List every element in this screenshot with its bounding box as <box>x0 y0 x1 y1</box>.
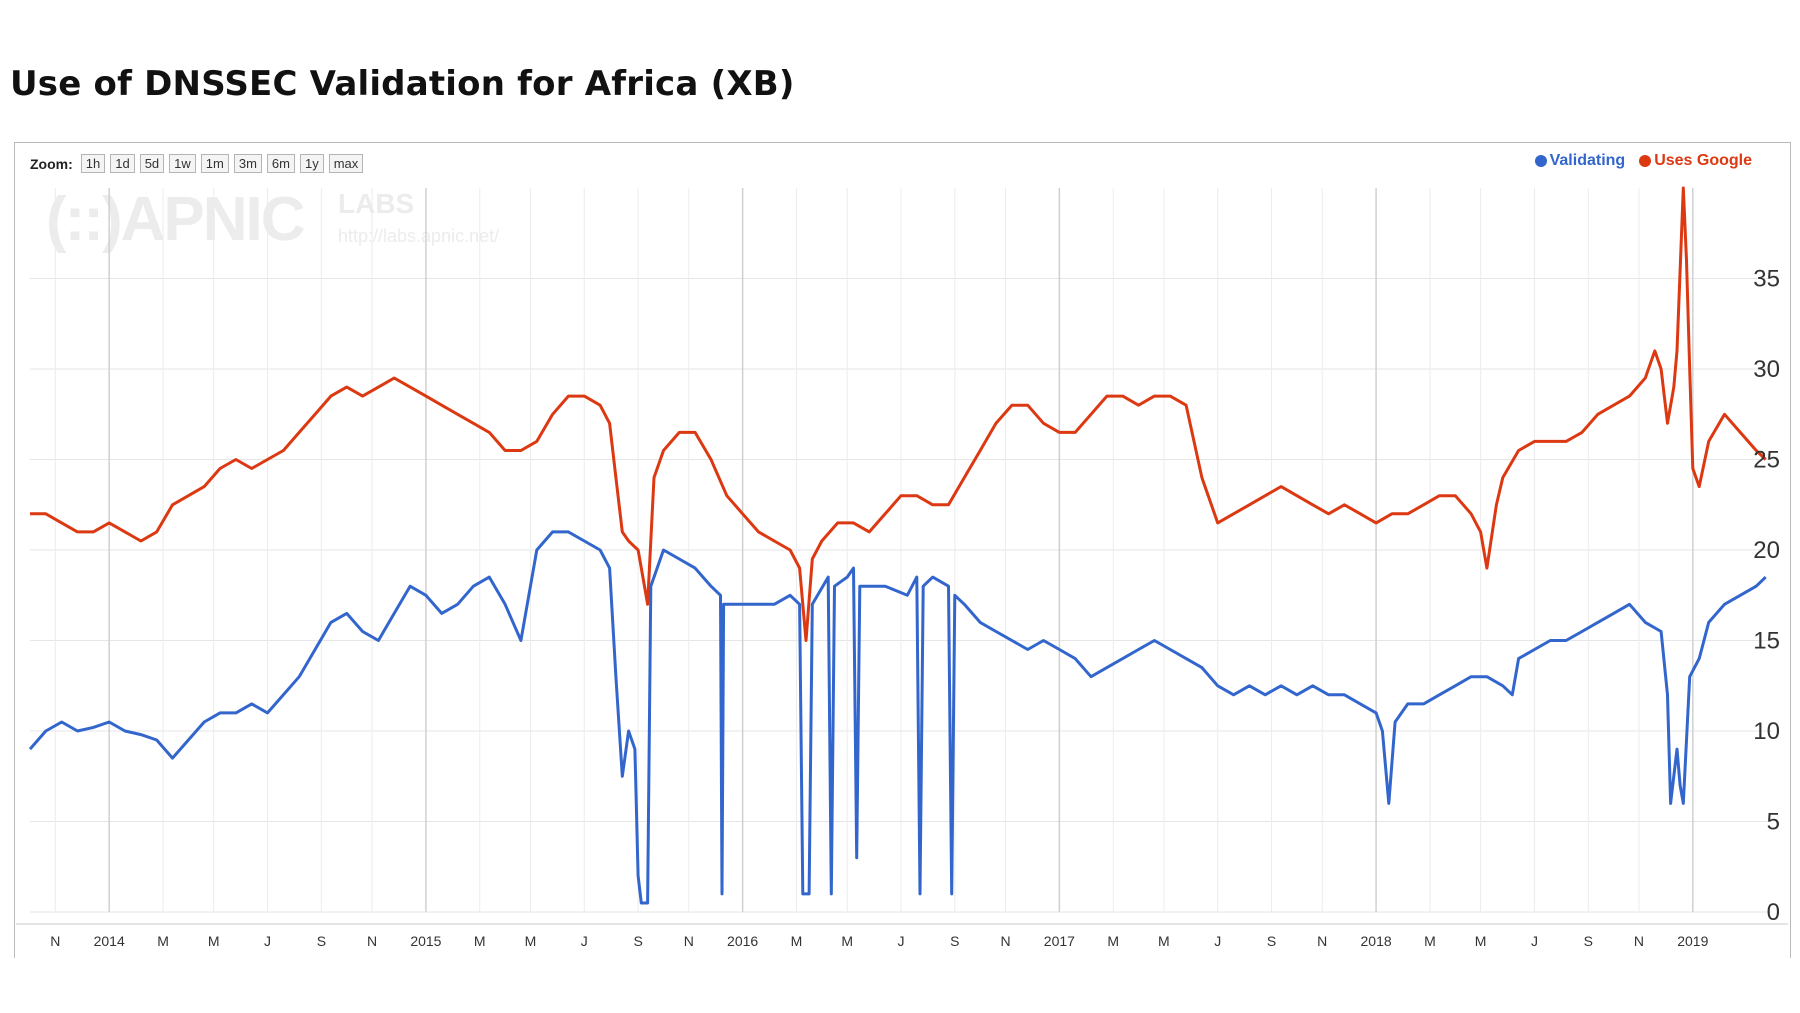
x-tick-label: 2017 <box>1044 933 1075 949</box>
x-tick-label: M <box>1475 933 1487 949</box>
page-title: Use of DNSSEC Validation for Africa (XB) <box>10 64 795 104</box>
y-tick-label: 35 <box>1753 266 1780 293</box>
zoom-5d-button[interactable]: 5d <box>139 154 165 173</box>
x-tick-label: 2014 <box>94 933 125 949</box>
x-tick-label: S <box>633 933 642 949</box>
x-tick-label: J <box>1531 933 1538 949</box>
legend-item-validating[interactable]: Validating <box>1534 152 1626 170</box>
x-tick-label: J <box>898 933 905 949</box>
x-tick-label: N <box>1000 933 1010 949</box>
series-line-google <box>30 186 1767 642</box>
legend-label-validating: Validating <box>1549 152 1626 169</box>
x-tick-label: S <box>1267 933 1276 949</box>
x-tick-label: M <box>1424 933 1436 949</box>
grid <box>30 188 1772 913</box>
y-tick-label: 0 <box>1767 899 1780 926</box>
x-tick-label: N <box>1317 933 1327 949</box>
x-tick-label: J <box>1214 933 1221 949</box>
y-tick-label: 25 <box>1753 447 1780 474</box>
x-tick-label: M <box>1158 933 1170 949</box>
x-axis: N 2014 M M J S N 2015 M M J S N 2016 M M J S N 2017 M M J S N 201… <box>16 923 1788 949</box>
y-tick-label: 20 <box>1753 537 1780 564</box>
x-tick-label: 2019 <box>1677 933 1708 949</box>
x-tick-label: N <box>50 933 60 949</box>
y-tick-label: 15 <box>1753 628 1780 655</box>
x-tick-label: S <box>950 933 959 949</box>
x-tick-label: M <box>791 933 803 949</box>
legend-item-google[interactable]: Uses Google <box>1639 152 1752 170</box>
zoom-1h-button[interactable]: 1h <box>80 154 106 173</box>
x-tick-label: M <box>1107 933 1119 949</box>
y-axis: 0 5 10 15 20 25 30 35 <box>1753 266 1780 927</box>
x-tick-label: N <box>367 933 377 949</box>
zoom-bar: Zoom: 1h 1d 5d 1w 1m 3m 6m 1y max <box>30 154 364 173</box>
x-tick-label: J <box>581 933 588 949</box>
zoom-1y-button[interactable]: 1y <box>299 154 324 173</box>
x-tick-label: 2015 <box>410 933 441 949</box>
zoom-max-button[interactable]: max <box>328 154 364 173</box>
zoom-1m-button[interactable]: 1m <box>200 154 229 173</box>
zoom-label: Zoom: <box>30 155 73 172</box>
x-tick-label: S <box>1584 933 1593 949</box>
legend-dot-google <box>1639 155 1652 167</box>
y-tick-label: 10 <box>1753 718 1780 745</box>
y-tick-label: 30 <box>1753 356 1780 383</box>
x-tick-label: 2016 <box>727 933 758 949</box>
x-tick-label: 2018 <box>1361 933 1392 949</box>
x-tick-label: N <box>684 933 694 949</box>
legend-label-google: Uses Google <box>1654 152 1752 169</box>
zoom-1w-button[interactable]: 1w <box>169 154 196 173</box>
x-tick-label: N <box>1634 933 1644 949</box>
x-tick-label: J <box>264 933 271 949</box>
series-line-validating <box>28 530 1767 905</box>
x-tick-label: M <box>525 933 537 949</box>
x-tick-label: M <box>841 933 853 949</box>
x-tick-label: M <box>157 933 169 949</box>
zoom-1d-button[interactable]: 1d <box>110 154 135 173</box>
y-tick-label: 5 <box>1767 809 1780 836</box>
zoom-6m-button[interactable]: 6m <box>266 154 295 173</box>
zoom-3m-button[interactable]: 3m <box>233 154 262 173</box>
series-group <box>28 186 1767 905</box>
x-tick-label: M <box>208 933 220 949</box>
legend-dot-validating <box>1534 155 1547 167</box>
x-tick-label: S <box>317 933 326 949</box>
x-tick-label: M <box>474 933 486 949</box>
legend: Validating Uses Google <box>1534 152 1752 170</box>
